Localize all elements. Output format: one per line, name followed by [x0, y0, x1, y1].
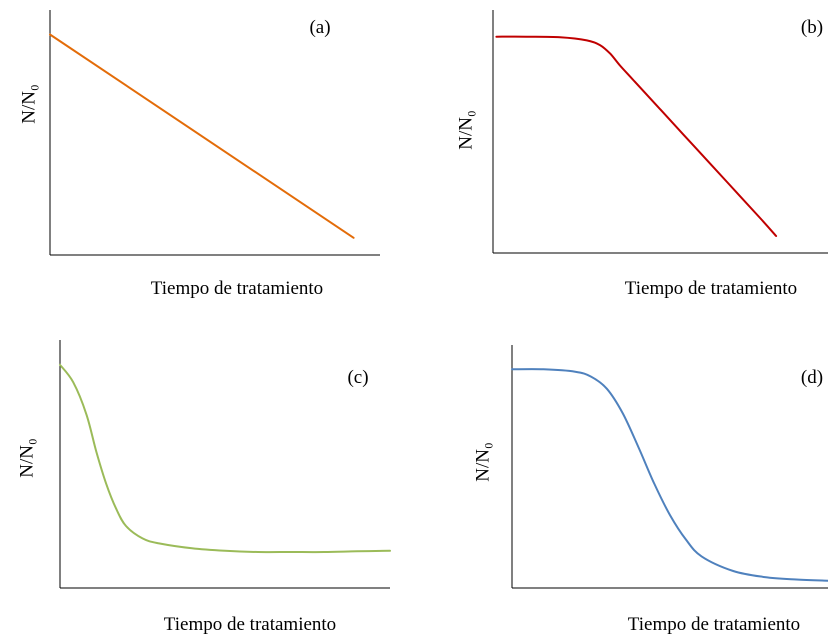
x-axis-title-c: Tiempo de tratamiento	[164, 614, 336, 635]
x-axis-title-b: Tiempo de tratamiento	[625, 278, 797, 299]
x-axis-title-a: Tiempo de tratamiento	[151, 278, 323, 299]
panel-c: Tiempo de tratamiento N/N₀ (c)	[16, 340, 391, 635]
panel-b: Tiempo de tratamiento N/N₀ (b)	[455, 10, 828, 299]
panel-label-a: (a)	[309, 17, 330, 38]
panel-d: Tiempo de tratamiento N/N₀ (d)	[472, 345, 828, 635]
y-axis-title-b: N/N₀	[455, 110, 476, 149]
series-line-d	[511, 368, 828, 582]
y-axis-title-c: N/N₀	[16, 438, 37, 477]
y-axis-title-d: N/N₀	[472, 442, 493, 481]
series-line-a	[49, 33, 355, 239]
panel-label-c: (c)	[347, 367, 368, 388]
x-axis-title-d: Tiempo de tratamiento	[628, 614, 800, 635]
series-line-b	[495, 35, 778, 237]
y-axis-title-a: N/N₀	[18, 84, 39, 123]
panel-label-b: (b)	[801, 17, 823, 38]
series-line-c	[59, 363, 391, 554]
panel-a: Tiempo de tratamiento N/N₀ (a)	[18, 10, 380, 299]
panel-label-d: (d)	[801, 367, 823, 388]
